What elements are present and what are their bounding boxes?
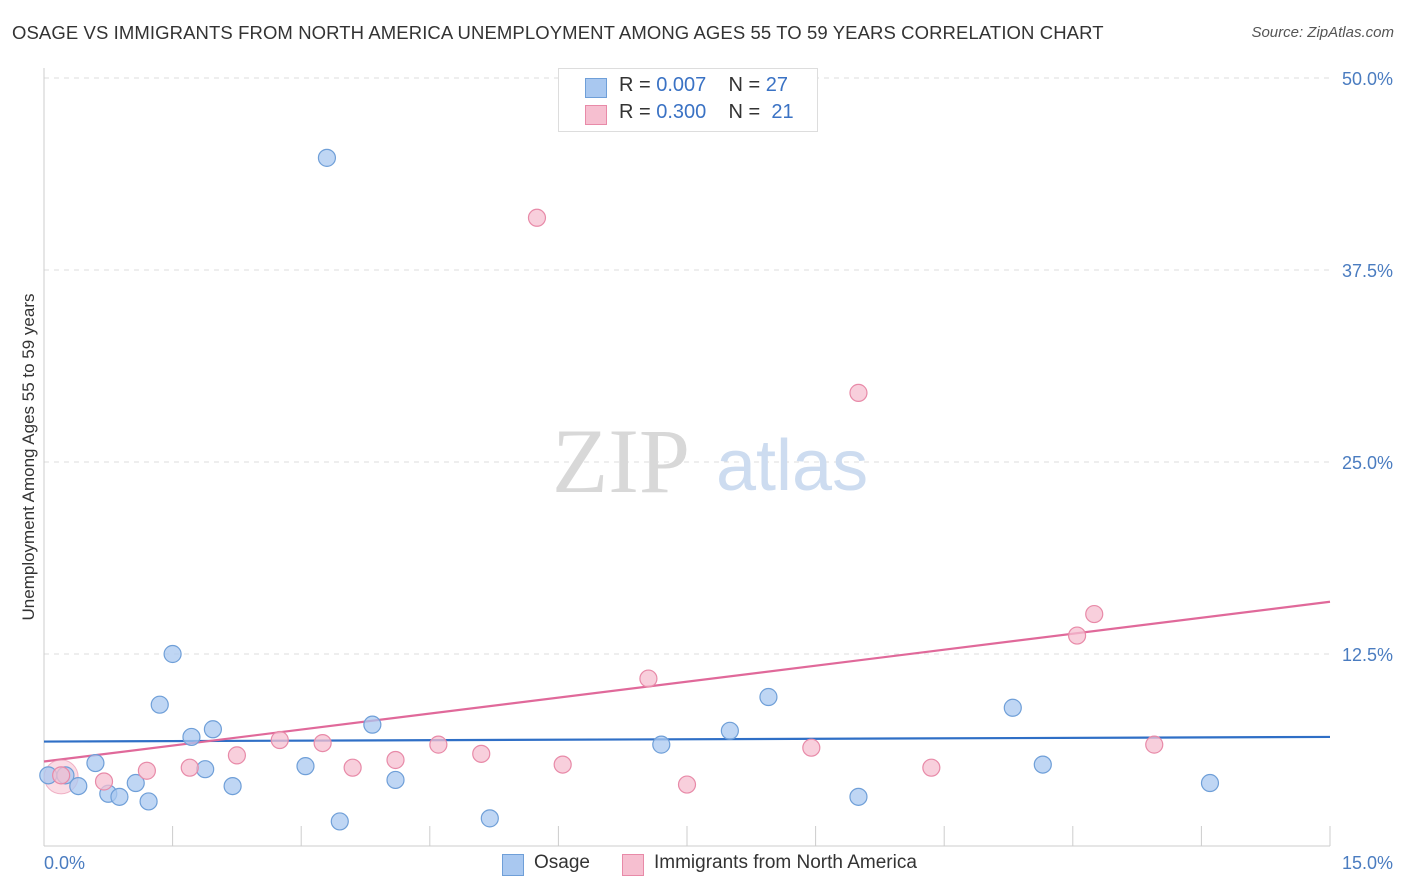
data-point-osage xyxy=(720,721,739,740)
data-point-osage xyxy=(759,687,778,707)
bottom-legend-label-immigrants: Immigrants from North America xyxy=(654,852,917,873)
data-point-osage xyxy=(69,776,88,796)
data-point-immigrants xyxy=(1145,735,1164,754)
data-point-osage xyxy=(652,735,671,754)
data-point-osage xyxy=(223,776,242,796)
bottom-legend-swatch-immigrants xyxy=(622,854,644,876)
grid-lines xyxy=(44,77,1330,655)
trend-lines xyxy=(43,600,1331,763)
data-point-immigrants xyxy=(180,758,199,777)
legend-swatch-immigrants xyxy=(585,105,607,125)
y-tick-label: 12.5% xyxy=(1342,645,1393,665)
data-point-osage xyxy=(849,787,868,806)
data-point-immigrants xyxy=(849,383,868,402)
data-point-osage xyxy=(317,148,337,167)
legend-swatch-osage xyxy=(585,78,607,98)
data-point-osage xyxy=(1033,755,1052,774)
data-point-osage xyxy=(150,695,169,714)
y-axis-title: Unemployment Among Ages 55 to 59 years xyxy=(19,294,38,621)
y-tick-label: 25.0% xyxy=(1342,453,1393,473)
watermark-zip: ZIP xyxy=(552,410,690,512)
data-point-immigrants xyxy=(343,758,362,777)
data-point-immigrants xyxy=(227,746,246,765)
data-point-immigrants xyxy=(386,750,405,770)
data-point-immigrants xyxy=(802,738,821,757)
data-point-immigrants xyxy=(472,744,491,763)
watermark-atlas: atlas xyxy=(716,426,868,506)
legend-r-label: R = xyxy=(619,101,657,123)
trend-line-osage xyxy=(43,735,1331,743)
data-point-immigrants xyxy=(1067,626,1087,645)
data-point-osage xyxy=(386,770,405,790)
bottom-legend-label-osage: Osage xyxy=(534,852,590,873)
trend-line-immigrants xyxy=(43,600,1331,763)
data-point-osage xyxy=(1200,773,1220,793)
x-tick-label-min: 0.0% xyxy=(44,853,85,873)
data-point-immigrants xyxy=(527,208,547,227)
data-point-osage xyxy=(163,644,182,664)
data-point-osage xyxy=(1003,698,1022,717)
legend-n-value: 21 xyxy=(771,101,794,123)
y-tick-label: 50.0% xyxy=(1342,69,1393,89)
data-point-immigrants xyxy=(270,730,289,750)
legend-n-label: N = xyxy=(728,101,766,123)
data-point-osage xyxy=(196,760,215,779)
data-point-osage xyxy=(126,773,145,793)
watermark: ZIP atlas xyxy=(552,410,868,512)
data-point-immigrants xyxy=(429,735,448,754)
legend-r-label: R = xyxy=(619,74,657,96)
data-point-osage xyxy=(296,757,315,776)
data-point-immigrants xyxy=(313,733,332,753)
data-point-immigrants xyxy=(94,772,114,791)
data-points xyxy=(39,148,1220,831)
data-point-osage xyxy=(110,787,129,806)
legend-r-value: 0.300 xyxy=(656,101,707,123)
data-point-osage xyxy=(86,753,105,773)
data-point-immigrants xyxy=(639,669,658,688)
data-point-immigrants xyxy=(137,761,156,780)
y-tick-label: 37.5% xyxy=(1342,261,1393,281)
source-label: Source: ZipAtlas.com xyxy=(1251,24,1394,41)
chart-title: OSAGE VS IMMIGRANTS FROM NORTH AMERICA U… xyxy=(12,22,1104,43)
data-point-osage xyxy=(203,720,222,739)
data-point-immigrants xyxy=(1085,604,1104,624)
legend-n-label: N = xyxy=(728,74,766,96)
data-point-osage xyxy=(330,812,349,831)
x-tick-label-max: 15.0% xyxy=(1342,853,1393,873)
data-point-immigrants xyxy=(922,758,941,777)
legend-n-value: 27 xyxy=(765,74,789,96)
data-point-osage xyxy=(139,792,158,811)
data-point-immigrants xyxy=(553,755,572,774)
bottom-legend-swatch-osage xyxy=(502,854,524,876)
stats-legend: R = 0.007 N = 27 R = 0.300 N = 21 xyxy=(558,68,818,132)
data-point-osage xyxy=(182,727,201,747)
data-point-osage xyxy=(480,809,499,828)
data-point-immigrants xyxy=(52,766,71,785)
axis-ticks: 12.5% 25.0% 37.5% 50.0% xyxy=(172,69,1393,846)
legend-r-value: 0.007 xyxy=(656,74,707,96)
data-point-immigrants xyxy=(677,775,697,794)
data-point-osage xyxy=(363,715,382,734)
